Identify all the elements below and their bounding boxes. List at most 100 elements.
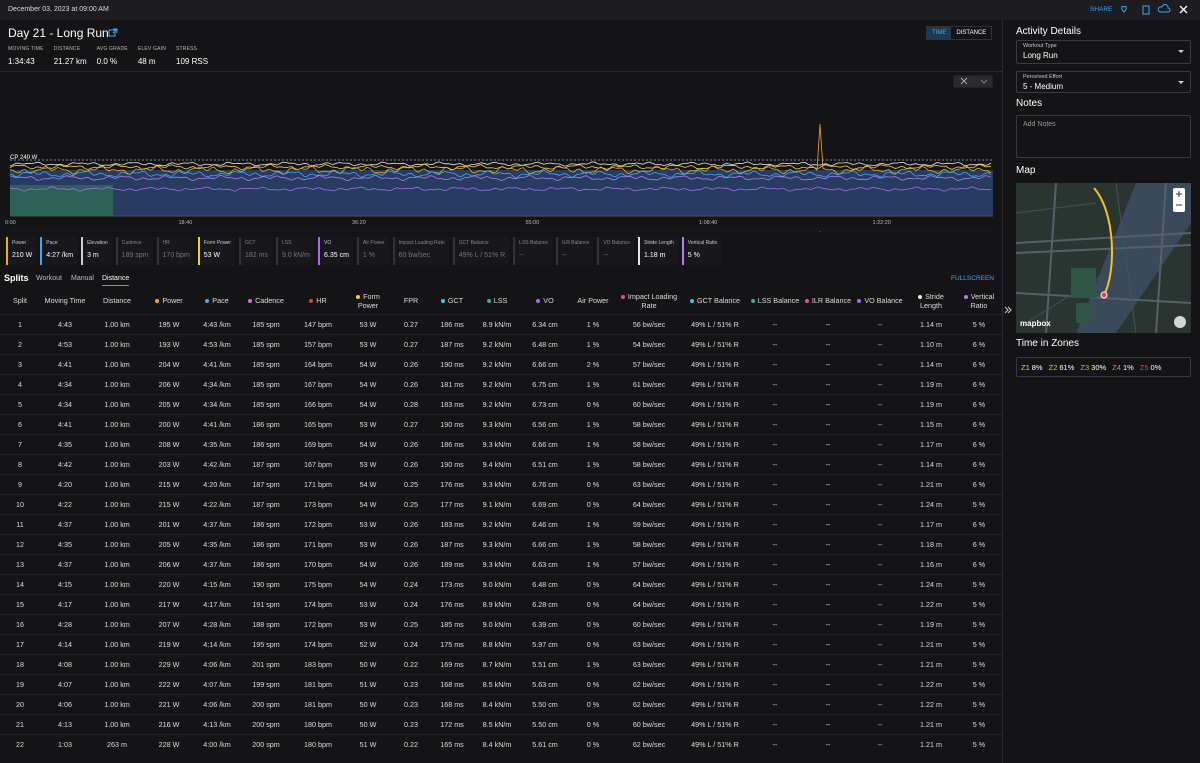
cell: 6 % [972, 519, 986, 529]
expand-icon[interactable] [1004, 306, 1012, 314]
cell: -- [825, 679, 831, 689]
cell: 4:00 /km [203, 739, 231, 749]
cell: 172 bpm [304, 619, 332, 629]
chart-controls[interactable] [953, 75, 993, 88]
tab[interactable]: Workout [36, 275, 62, 282]
tab[interactable]: Manual [71, 275, 94, 282]
stat-label: MOVING TIME [8, 46, 44, 52]
metric-chip[interactable]: Elevation 3 m [81, 237, 112, 265]
metric-chip[interactable]: GCT 182 ms [239, 237, 272, 265]
metric-chip[interactable]: Stride Length 1.18 m [638, 237, 678, 265]
metric-label: Form Power [203, 240, 232, 246]
cell: 186 spm [252, 519, 280, 529]
cell: 0.26 [404, 519, 418, 529]
metric-chip[interactable]: VO Balance -- [597, 237, 635, 265]
cell: 9.3 kN/m [482, 539, 512, 549]
metric-label: HR [162, 240, 170, 246]
stat: DISTANCE 21.27 km [54, 46, 87, 66]
cell: -- [877, 419, 883, 429]
cell: 54 W [359, 579, 377, 589]
metric-chip[interactable]: Form Power 53 W [197, 237, 236, 265]
cell: 1.22 m [920, 699, 942, 709]
map[interactable]: mapbox [1016, 183, 1191, 333]
cell: 53 W [359, 519, 377, 529]
zone-label: Z5 [1139, 362, 1149, 372]
cell: -- [825, 459, 831, 469]
cell: 4:07 /km [203, 679, 231, 689]
cell: 63 bw/sec [632, 639, 666, 649]
cell: 6.34 cm [532, 319, 558, 329]
cell: 59 bw/sec [632, 519, 666, 529]
metric-chip[interactable]: HR 170 bpm [156, 237, 194, 265]
cell: 9.3 kN/m [482, 479, 512, 489]
delete-icon[interactable] [1142, 5, 1150, 15]
cell: 0 % [586, 639, 600, 649]
cell: 1.15 m [920, 419, 942, 429]
metric-chip[interactable]: GCT Balance 49% L / 51% R [452, 237, 510, 265]
select-field[interactable]: Perceived Effort 5 - Medium [1016, 71, 1191, 93]
cell: -- [825, 319, 831, 329]
toggle-option[interactable]: DISTANCE [956, 30, 987, 36]
cell: 19 [16, 679, 24, 689]
share-button[interactable]: SHARE [1090, 6, 1113, 13]
metric-chip[interactable]: Vertical Ratio 5 % [681, 237, 722, 265]
tab-title: Splits [4, 273, 29, 283]
cell: 0 % [586, 619, 600, 629]
split-row: 15 4:17 1.00 km 217 W 4:17 /km 191 spm 174 bpm… [0, 594, 1002, 614]
cell: 4:37 [58, 519, 72, 529]
cell: 1.00 km [104, 559, 130, 569]
cell: 1.00 km [104, 339, 130, 349]
cell: -- [877, 659, 883, 669]
stat-value: 0.0 % [96, 57, 118, 66]
cell: 170 bpm [304, 559, 332, 569]
cell: 4:35 /km [203, 539, 231, 549]
cell: 1.21 m [920, 479, 942, 489]
cell: -- [825, 379, 831, 389]
cell: 50 W [359, 699, 377, 709]
metric-chip[interactable]: Impact Loading Rate 60 bw/sec [392, 237, 449, 265]
vo-trace [9, 186, 992, 192]
cell: 50 W [359, 659, 377, 669]
fullscreen-button[interactable]: FULLSCREEN [951, 275, 994, 282]
download-icon[interactable] [1157, 4, 1171, 13]
cell: 5 % [972, 599, 986, 609]
metric-chip[interactable]: Air Power 1 % [356, 237, 389, 265]
cell: 49% L / 51% R [691, 579, 739, 589]
metric-chip[interactable]: ILR Balance -- [556, 237, 594, 265]
cell: 6 % [972, 359, 986, 369]
metric-chip[interactable]: LSS 9.0 kN/m [275, 237, 314, 265]
column-title: Air Power [577, 296, 609, 306]
split-row: 19 4:07 1.00 km 222 W 4:07 /km 199 spm 181 bpm… [0, 674, 1002, 694]
metric-chip[interactable]: Power 210 W [6, 237, 37, 265]
cell: 1.00 km [104, 539, 130, 549]
cell: 0.25 [404, 499, 418, 509]
toggle-option[interactable]: TIME [927, 27, 952, 39]
metric-value: 210 W [12, 252, 33, 259]
cell: 2 % [586, 359, 600, 369]
cell: 62 bw/sec [632, 699, 666, 709]
cell: 8.9 kN/m [482, 599, 512, 609]
cell: 6 % [972, 339, 986, 349]
metric-chip[interactable]: Pace 4:27 /km [40, 237, 78, 265]
column-title: Split [13, 296, 27, 306]
metric-chip[interactable]: VO 6.35 cm [318, 237, 353, 265]
cell: 9.3 kN/m [482, 419, 512, 429]
cell: 0.26 [404, 359, 418, 369]
cell: 4:17 /km [203, 599, 231, 609]
notes-input[interactable]: Add Notes [1016, 115, 1191, 158]
cell: 1.22 m [920, 599, 942, 609]
cell: 6.75 cm [532, 379, 558, 389]
cell: 53 W [359, 619, 377, 629]
metric-value: 6.35 cm [324, 252, 349, 259]
metric-chip[interactable]: LSS Balance -- [513, 237, 553, 265]
metric-chip[interactable]: Cadence 189 spm [115, 237, 153, 265]
cell: 9.2 kN/m [482, 399, 512, 409]
column-header: Air Power [570, 288, 616, 314]
tab[interactable]: Distance [102, 275, 130, 286]
cell: 5.63 cm [532, 679, 558, 689]
favorite-icon[interactable] [1121, 5, 1127, 13]
close-icon[interactable] [1179, 5, 1188, 14]
edit-icon[interactable] [108, 28, 118, 38]
select-field[interactable]: Workout Type Long Run [1016, 40, 1191, 64]
column-header: Vertical Ratio [956, 288, 1002, 314]
